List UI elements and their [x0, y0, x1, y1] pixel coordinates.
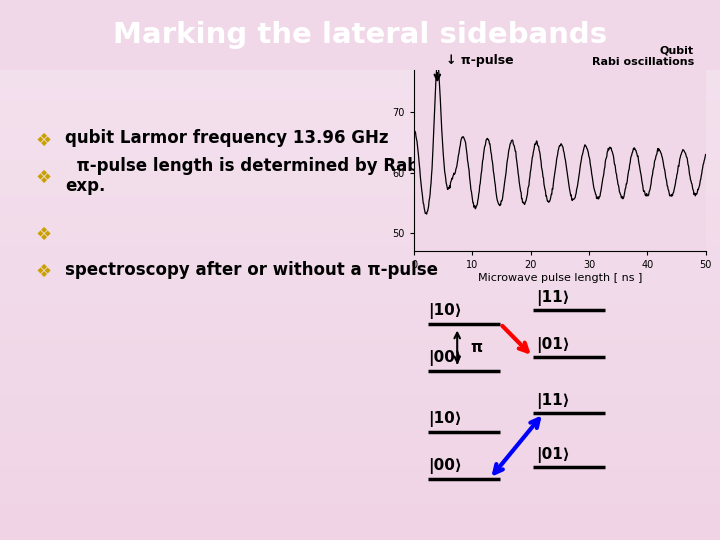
- Text: |10⟩: |10⟩: [428, 303, 462, 319]
- X-axis label: Microwave pulse length [ ns ]: Microwave pulse length [ ns ]: [477, 273, 642, 283]
- Text: |11⟩: |11⟩: [536, 394, 570, 409]
- Text: qubit Larmor frequency 13.96 GHz: qubit Larmor frequency 13.96 GHz: [65, 129, 388, 147]
- Text: ↓ π-pulse: ↓ π-pulse: [446, 54, 513, 67]
- Text: ❖: ❖: [35, 263, 51, 281]
- Text: spectroscopy after or without a π-pulse: spectroscopy after or without a π-pulse: [65, 261, 438, 279]
- Text: π: π: [470, 340, 482, 355]
- Text: Qubit
Rabi oscillations: Qubit Rabi oscillations: [592, 45, 694, 67]
- Text: |01⟩: |01⟩: [536, 337, 570, 353]
- Text: ❖: ❖: [35, 226, 51, 244]
- Text: |00⟩: |00⟩: [428, 458, 462, 474]
- Text: |11⟩: |11⟩: [536, 290, 570, 306]
- Text: Marking the lateral sidebands: Marking the lateral sidebands: [113, 21, 607, 49]
- Text: ❖: ❖: [35, 132, 51, 150]
- Text: |00⟩: |00⟩: [428, 350, 462, 366]
- Text: π-pulse length is determined by Rabi
exp.: π-pulse length is determined by Rabi exp…: [65, 157, 425, 195]
- Text: |01⟩: |01⟩: [536, 448, 570, 463]
- Text: |10⟩: |10⟩: [428, 411, 462, 427]
- Text: ❖: ❖: [35, 169, 51, 187]
